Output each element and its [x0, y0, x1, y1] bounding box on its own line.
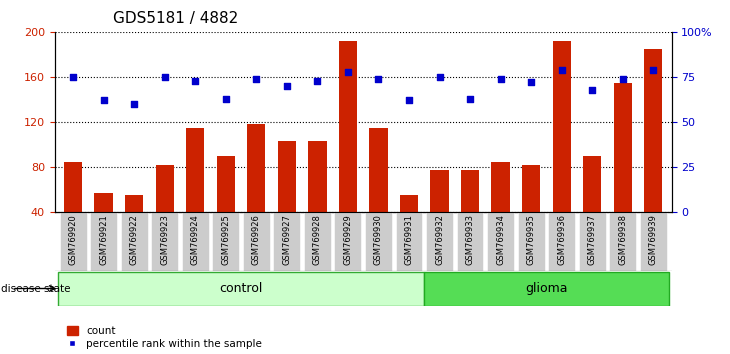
Point	[67, 74, 79, 80]
Point	[159, 74, 171, 80]
Bar	[431, 170, 449, 212]
Point	[495, 76, 507, 82]
Legend: count, percentile rank within the sample: count, percentile rank within the sample	[67, 326, 262, 349]
FancyBboxPatch shape	[212, 212, 239, 271]
Text: GSM769925: GSM769925	[221, 214, 230, 265]
Text: control: control	[219, 282, 263, 295]
Text: GSM769929: GSM769929	[343, 214, 353, 265]
Text: GSM769927: GSM769927	[283, 214, 291, 265]
Point	[250, 76, 262, 82]
Point	[556, 67, 567, 73]
Text: disease state: disease state	[1, 284, 71, 293]
Bar	[217, 156, 235, 212]
FancyBboxPatch shape	[518, 212, 545, 271]
FancyBboxPatch shape	[579, 212, 606, 271]
Bar	[277, 141, 296, 212]
Point	[281, 83, 293, 89]
FancyBboxPatch shape	[487, 212, 514, 271]
Point	[372, 76, 384, 82]
Text: GSM769928: GSM769928	[313, 214, 322, 265]
Bar	[614, 82, 632, 212]
Point	[220, 96, 231, 102]
Point	[128, 101, 140, 107]
FancyBboxPatch shape	[610, 212, 636, 271]
Bar	[155, 165, 174, 212]
Bar	[94, 193, 112, 212]
FancyBboxPatch shape	[151, 212, 178, 271]
Text: GSM769936: GSM769936	[557, 214, 566, 265]
Text: GSM769926: GSM769926	[252, 214, 261, 265]
FancyBboxPatch shape	[120, 212, 147, 271]
FancyBboxPatch shape	[274, 212, 300, 271]
Bar	[247, 124, 266, 212]
FancyBboxPatch shape	[334, 212, 361, 271]
Point	[189, 78, 201, 84]
Bar	[644, 49, 662, 212]
FancyBboxPatch shape	[304, 212, 331, 271]
Bar	[553, 41, 571, 212]
Bar	[186, 128, 204, 212]
Text: GSM769924: GSM769924	[191, 214, 200, 265]
Text: GSM769934: GSM769934	[496, 214, 505, 265]
Text: GSM769935: GSM769935	[526, 214, 536, 265]
Bar	[369, 128, 388, 212]
Text: glioma: glioma	[525, 282, 568, 295]
Text: GSM769930: GSM769930	[374, 214, 383, 265]
Text: GSM769939: GSM769939	[649, 214, 658, 265]
FancyBboxPatch shape	[243, 212, 269, 271]
Point	[312, 78, 323, 84]
FancyBboxPatch shape	[424, 272, 669, 306]
FancyBboxPatch shape	[60, 212, 87, 271]
Text: GSM769920: GSM769920	[69, 214, 77, 265]
FancyBboxPatch shape	[182, 212, 209, 271]
Bar	[308, 141, 326, 212]
FancyBboxPatch shape	[548, 212, 575, 271]
Text: GSM769933: GSM769933	[466, 214, 474, 265]
FancyBboxPatch shape	[457, 212, 483, 271]
FancyBboxPatch shape	[91, 212, 117, 271]
Bar	[125, 195, 143, 212]
Point	[342, 69, 354, 74]
FancyBboxPatch shape	[365, 212, 392, 271]
Point	[586, 87, 598, 92]
Text: GSM769938: GSM769938	[618, 214, 627, 265]
Bar	[583, 156, 602, 212]
Text: GSM769922: GSM769922	[130, 214, 139, 265]
Text: GSM769937: GSM769937	[588, 214, 596, 265]
Point	[526, 80, 537, 85]
Text: GSM769921: GSM769921	[99, 214, 108, 265]
Bar	[64, 162, 82, 212]
Point	[617, 76, 629, 82]
FancyBboxPatch shape	[396, 212, 423, 271]
Bar	[339, 41, 357, 212]
Point	[98, 98, 110, 103]
Bar	[400, 195, 418, 212]
Text: GSM769932: GSM769932	[435, 214, 444, 265]
Text: GSM769923: GSM769923	[160, 214, 169, 265]
Text: GDS5181 / 4882: GDS5181 / 4882	[113, 11, 239, 25]
Point	[434, 74, 445, 80]
Bar	[491, 162, 510, 212]
Point	[403, 98, 415, 103]
FancyBboxPatch shape	[58, 272, 424, 306]
Bar	[461, 170, 479, 212]
FancyBboxPatch shape	[639, 212, 666, 271]
Point	[648, 67, 659, 73]
Point	[464, 96, 476, 102]
Bar	[522, 165, 540, 212]
FancyBboxPatch shape	[426, 212, 453, 271]
Text: GSM769931: GSM769931	[404, 214, 413, 265]
